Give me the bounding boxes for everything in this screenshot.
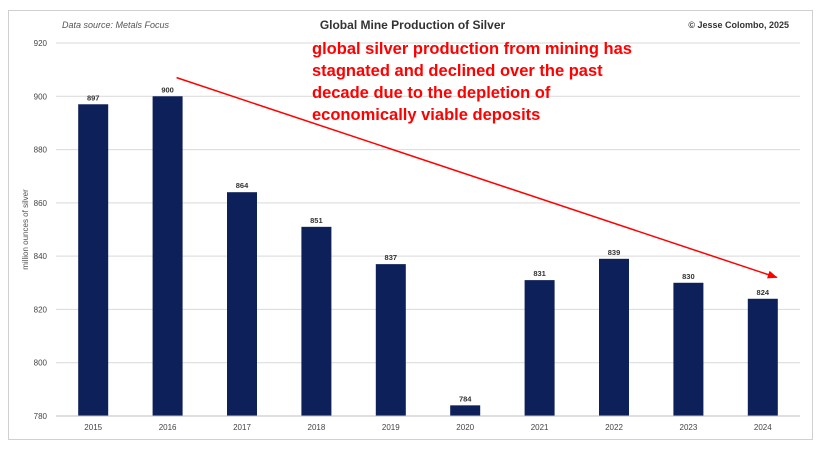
x-tick-label: 2024 (754, 423, 772, 432)
y-tick-label: 880 (34, 146, 48, 155)
x-tick-label: 2021 (531, 423, 549, 432)
bar-2016 (152, 96, 183, 417)
trend-arrow (176, 76, 778, 279)
y-tick-label: 920 (34, 39, 48, 48)
bar-2022 (599, 258, 629, 416)
x-tick-label: 2017 (233, 423, 251, 432)
x-axis-ticks: 2015 2016 2017 2018 2019 2020 2021 2022 2023 2024 (84, 423, 772, 432)
y-tick-label: 860 (34, 199, 48, 208)
data-label-2017: 864 (236, 181, 249, 190)
bar-2017 (227, 192, 257, 416)
y-tick-label: 820 (34, 305, 48, 314)
bar-2019 (375, 264, 406, 416)
data-label-2018: 851 (310, 216, 323, 225)
data-label-2024: 824 (757, 288, 770, 297)
bar-2024 (747, 298, 778, 416)
x-tick-label: 2015 (84, 423, 102, 432)
y-tick-label: 780 (34, 412, 48, 421)
y-axis-ticks: 780 800 820 840 860 880 900 920 (34, 39, 48, 421)
x-tick-label: 2022 (605, 423, 623, 432)
chart-title: Global Mine Production of Silver (319, 18, 506, 32)
data-label-2015: 897 (87, 93, 100, 102)
data-labels: 897 900 864 851 837 784 831 839 830 824 (87, 85, 770, 403)
x-tick-label: 2016 (159, 423, 177, 432)
y-tick-label: 800 (34, 359, 48, 368)
data-label-2022: 839 (608, 248, 621, 257)
data-label-2023: 830 (682, 272, 695, 281)
data-label-2019: 837 (385, 253, 398, 262)
bar-2023 (673, 282, 704, 416)
x-tick-label: 2023 (680, 423, 698, 432)
x-tick-label: 2018 (308, 423, 326, 432)
bar-2021 (524, 280, 555, 416)
data-label-2016: 900 (161, 85, 174, 94)
bar-2018 (301, 226, 332, 416)
bars (78, 96, 778, 417)
x-tick-label: 2019 (382, 423, 400, 432)
bar-2020 (450, 405, 481, 416)
data-label-2021: 831 (533, 269, 546, 278)
y-tick-label: 900 (34, 92, 48, 101)
data-source-note: Data source: Metals Focus (62, 20, 170, 30)
data-label-2020: 784 (459, 394, 472, 403)
x-tick-label: 2020 (456, 423, 474, 432)
y-axis-label: million ounces of silver (21, 189, 30, 270)
copyright-note: © Jesse Colombo, 2025 (688, 20, 789, 30)
annotation-text: global silver production from mining has… (312, 40, 632, 124)
y-tick-label: 840 (34, 252, 48, 261)
bar-2015 (78, 104, 109, 417)
